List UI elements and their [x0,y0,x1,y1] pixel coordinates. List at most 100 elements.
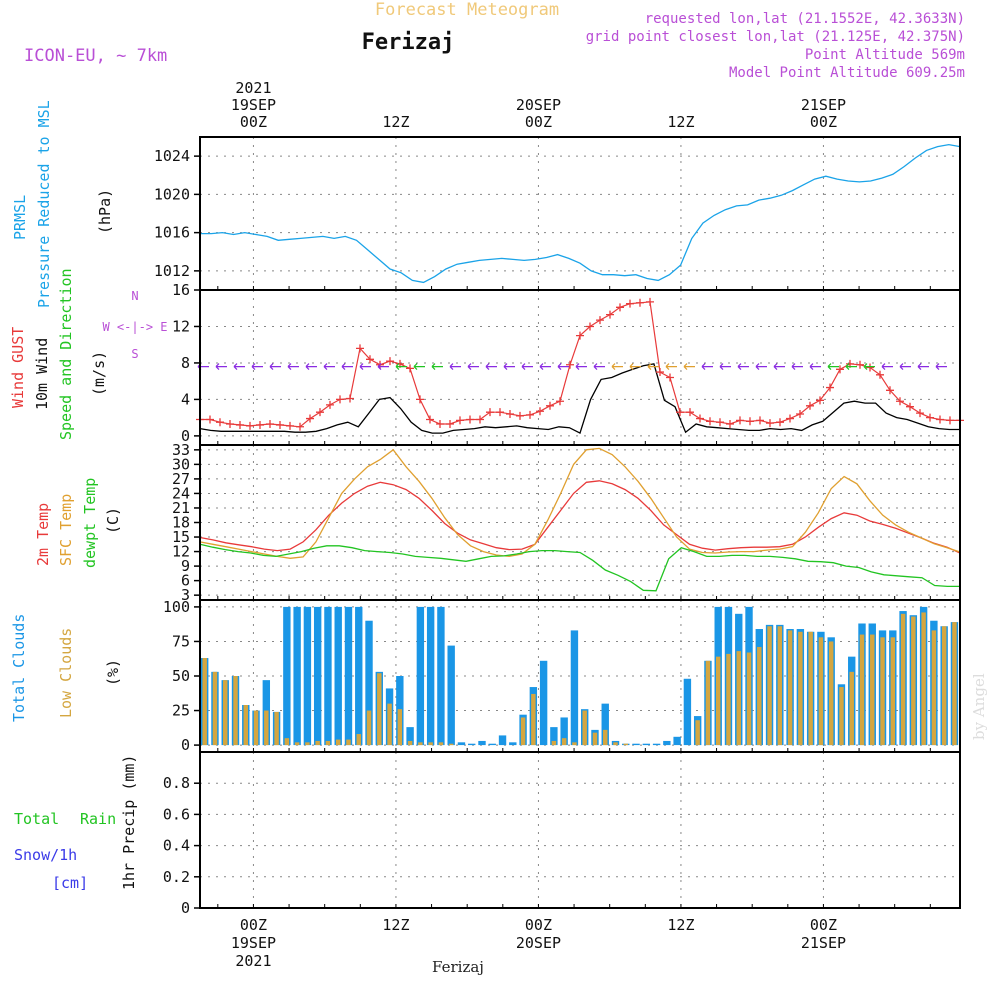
gust-marker [926,413,934,422]
pressure-tick-label: 1024 [154,147,190,165]
rain-panel-label: Total Rain Snow/1h [cm] 1hr Precip (mm) [14,755,138,892]
bottom-hour-label: 00Z [525,916,552,934]
wind-direction-arrow [863,363,875,371]
temp-line-2 [199,543,960,592]
total-cloud-bar [293,606,301,746]
bottom-hour-label: 00Z [240,916,267,934]
gust-marker [806,401,814,410]
panel-border-0 [199,136,961,291]
cloud-panel-label: Total Clouds Low Clouds (%) [10,614,122,722]
low-cloud-bar [438,742,444,746]
gust-marker [766,419,774,428]
cloud-tick-label: 100 [163,598,190,616]
wind-direction-arrow [359,363,371,371]
low-cloud-bar [356,734,361,746]
wind-direction-arrow [575,363,587,371]
low-cloud-bar [407,740,413,746]
low-cloud-bar [839,687,844,746]
cloud-tick-label: 0 [181,736,190,754]
temp-sfc-label: SFC Temp [57,494,75,566]
gust-marker [466,415,474,424]
low-cloud-bar [787,630,793,746]
total-cloud-bar [303,606,312,746]
gust-marker [616,303,624,312]
wind-direction-arrow [629,363,641,371]
low-cloud-bar [448,743,454,746]
temp-tick-label: 27 [172,470,190,488]
low-cloud-bar [212,671,218,746]
panel-frame-1 [199,289,961,446]
wind-direction-arrow [683,363,695,371]
wind-tick-label: 12 [172,317,190,335]
cloud-tick-label: 50 [172,667,190,685]
gust-marker [586,322,594,331]
wind-direction-arrow [881,363,893,371]
low-cloud-bar [531,693,536,746]
temp-tick-label: 18 [172,514,190,532]
wind-direction-arrow [305,363,317,371]
rain-total-label: Total [14,810,59,828]
wind-direction-arrow [899,363,911,371]
gust-marker [276,420,284,429]
total-cloud-bar [406,727,414,746]
low-cloud-bar [715,656,721,746]
low-cloud-bar [243,705,248,746]
temp-tick-label: 33 [172,441,190,459]
precip-tick-label: 0.6 [163,805,190,823]
gust-marker [856,360,864,369]
wind-direction-arrow [845,363,857,371]
low-cloud-bar [931,630,937,746]
point-altitude: Point Altitude 569m [805,47,965,63]
low-cloud-bar [921,612,926,746]
low-cloud-bar [613,742,618,746]
gust-marker [646,297,654,306]
wind-tick-label: 8 [181,354,190,372]
temp-tick-label: 9 [181,557,190,575]
wind-direction-arrow [287,363,299,371]
cloud-tick-label: 75 [172,632,190,650]
wind-10m-label: 10m Wind [33,338,51,410]
panel-frame-0 [199,136,961,291]
gust-marker [416,395,424,404]
bottom-hour-label: 12Z [667,916,694,934]
temp-2m-label: 2m Temp [34,503,52,566]
gust-marker [306,414,314,423]
gust-marker [666,373,674,382]
gust-marker [796,410,804,418]
gust-marker [596,316,604,325]
wind-direction-arrow [539,363,551,371]
gust-marker [526,410,534,419]
rain-cm-label: [cm] [52,874,88,892]
low-cloud-bar [623,743,628,746]
pressure-panel-label: PRMSL Pressure Reduced to MSL (hPa) [11,100,114,308]
low-cloud-bar [870,634,875,746]
wind-direction-arrow [593,363,605,371]
wind-direction-arrow [647,363,659,371]
wind-direction-arrow [215,363,227,371]
pressure-tick-label: 1012 [154,262,190,280]
low-cloud-bar [849,671,854,746]
gust-marker [516,411,524,420]
wind-direction-arrow [665,363,677,371]
wind-direction-arrow [431,363,443,371]
gust-marker [576,331,584,340]
wind-direction-arrow [809,363,821,371]
gust-marker [686,408,694,417]
total-cloud-bar [283,606,291,746]
low-cloud-bar [418,742,423,746]
wind-direction-arrow [827,363,839,371]
wind-direction-arrow [701,363,713,371]
low-cloud-bar [335,739,341,746]
pressure-tick-label: 1020 [154,185,190,203]
gust-marker [216,418,224,427]
gust-marker [436,420,444,429]
wind-direction-arrow [755,363,767,371]
wind-direction-arrow [737,363,749,371]
total-cloud-bar [437,606,445,746]
gust-marker [936,415,944,424]
top-hour-label: 00Z [525,113,552,131]
gust-marker [656,368,664,377]
gust-marker [486,408,494,417]
wind-direction-arrow [467,363,479,371]
wind-direction-arrow [449,363,461,371]
